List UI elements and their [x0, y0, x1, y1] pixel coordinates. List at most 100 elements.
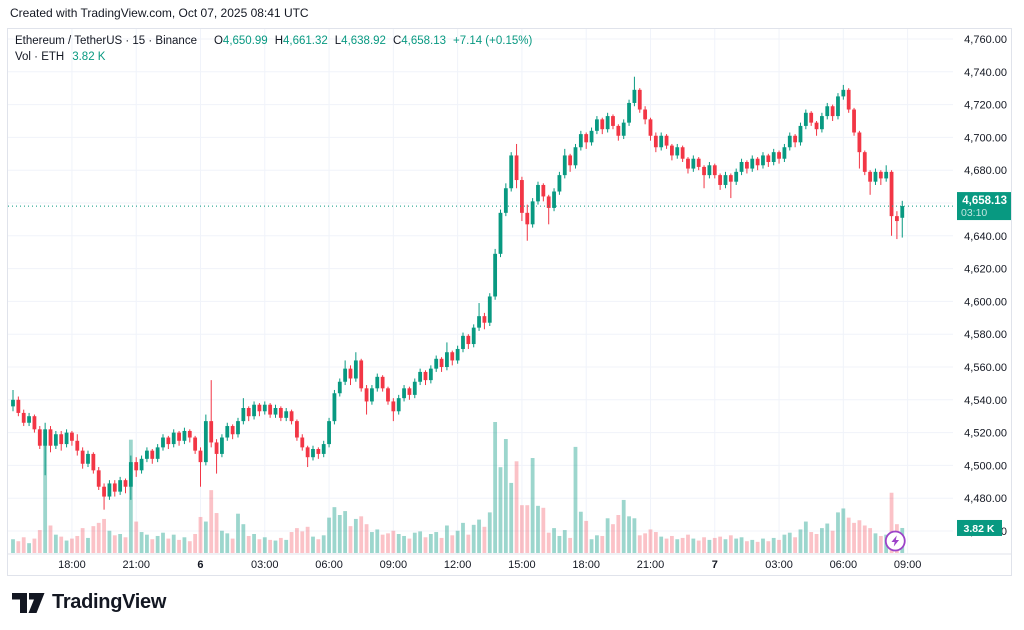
volume-bar	[262, 537, 267, 553]
volume-bar	[718, 536, 723, 553]
candle-body	[139, 458, 144, 471]
candle-body	[241, 408, 246, 422]
volume-bar	[182, 537, 187, 553]
candle-body	[321, 444, 326, 454]
candle-body	[777, 152, 781, 159]
candle-body	[503, 188, 508, 213]
candle-body	[327, 421, 331, 445]
volume-value: 3.82 K	[72, 51, 106, 63]
candle-body	[616, 125, 621, 136]
high-value: 4,661.32	[283, 35, 328, 47]
candle-body	[782, 147, 787, 159]
candle-body	[348, 368, 353, 379]
candle-body	[798, 125, 803, 143]
volume-bar	[257, 539, 262, 553]
volume-study-title[interactable]: Vol · ETH	[15, 51, 65, 63]
volume-bar	[691, 538, 696, 553]
candle-body	[370, 388, 374, 402]
candle-body	[541, 184, 546, 197]
candle-body	[220, 437, 224, 454]
price-axis-label: 4,760.00	[964, 34, 1007, 46]
price-axis-label: 4,620.00	[964, 264, 1007, 276]
candle-body	[445, 352, 449, 367]
candle-body	[375, 376, 380, 389]
attribution-text: Created with TradingView.com, Oct 07, 20…	[10, 6, 309, 20]
candle-body	[621, 122, 626, 136]
candle-body	[653, 135, 658, 148]
candle-body	[134, 462, 139, 471]
volume-bar	[643, 533, 648, 553]
price-axis-label: 4,640.00	[964, 231, 1007, 243]
volume-bar	[359, 516, 364, 553]
grid-layer	[8, 29, 1011, 555]
candle-body	[546, 196, 551, 208]
symbol-title[interactable]: Ethereum / TetherUS · 15 · Binance	[15, 35, 197, 47]
time-axis-label: 18:00	[572, 559, 600, 571]
candle-body	[428, 368, 433, 381]
candle-body	[728, 175, 733, 182]
volume-bar	[327, 517, 331, 553]
volume-bar	[353, 518, 358, 553]
candle-body	[841, 89, 846, 97]
volume-bar	[268, 539, 273, 553]
volume-bar	[177, 539, 181, 553]
candle-body	[380, 376, 385, 389]
candle-body	[766, 155, 771, 162]
price-axis-label: 4,580.00	[964, 329, 1007, 341]
volume-bar	[589, 539, 594, 553]
volume-bar	[809, 532, 814, 553]
candle-body	[477, 316, 481, 328]
volume-bar	[86, 537, 90, 553]
volume-bar	[632, 518, 637, 553]
candle-body	[793, 135, 798, 143]
candle-body	[53, 434, 58, 446]
volume-bar	[745, 541, 749, 553]
volume-bar	[21, 537, 26, 553]
volume-bar	[712, 537, 717, 553]
close-label: C	[392, 35, 402, 47]
volume-bar	[198, 516, 203, 553]
candle-body	[750, 158, 755, 169]
close-value: 4,658.13	[401, 35, 447, 47]
candle-body	[455, 348, 460, 361]
volume-bar	[862, 525, 867, 553]
candle-body	[900, 206, 905, 218]
candle-body	[536, 184, 540, 202]
candle-body	[182, 430, 187, 441]
candle-body	[27, 416, 31, 423]
candle-body	[11, 399, 15, 407]
volume-bar	[466, 534, 471, 553]
volume-bar	[203, 521, 208, 553]
candle-body	[461, 335, 465, 349]
candle-body	[643, 109, 648, 120]
candle-body	[225, 426, 230, 438]
volume-bar	[337, 515, 342, 553]
candle-body	[203, 421, 208, 463]
candle-body	[787, 135, 792, 148]
candle-body	[600, 119, 605, 130]
volume-bar	[723, 539, 728, 553]
volume-bar	[273, 540, 278, 553]
volume-bar	[445, 525, 449, 553]
candle-body	[402, 388, 406, 399]
candle-body	[482, 316, 487, 323]
volume-bar	[461, 522, 465, 553]
volume-bar	[311, 536, 315, 553]
tradingview-logo[interactable]: TradingView	[12, 590, 166, 615]
candle-body	[868, 171, 873, 182]
volume-bar	[777, 539, 781, 553]
flash-button[interactable]	[884, 530, 906, 552]
candle-body	[150, 450, 155, 459]
volume-bar	[503, 439, 508, 553]
time-axis-label: 06:00	[830, 559, 858, 571]
time-axis[interactable]: 18:00 21:00 6 03:00 06:00 09:00 12:00 15:00 18:0…	[58, 559, 921, 571]
price-axis-label: 4,700.00	[964, 132, 1007, 144]
time-axis-label: 21:00	[122, 559, 150, 571]
volume-bar	[321, 535, 326, 553]
volume-bar	[423, 537, 428, 553]
volume-bar	[830, 530, 835, 553]
price-axis[interactable]: 4,760.00 4,740.00 4,720.00 4,700.00 4,680.00…	[964, 34, 1007, 538]
candle-body	[198, 450, 203, 463]
chart-canvas[interactable]: 4,760.00 4,740.00 4,720.00 4,700.00 4,680.00…	[8, 29, 1011, 575]
